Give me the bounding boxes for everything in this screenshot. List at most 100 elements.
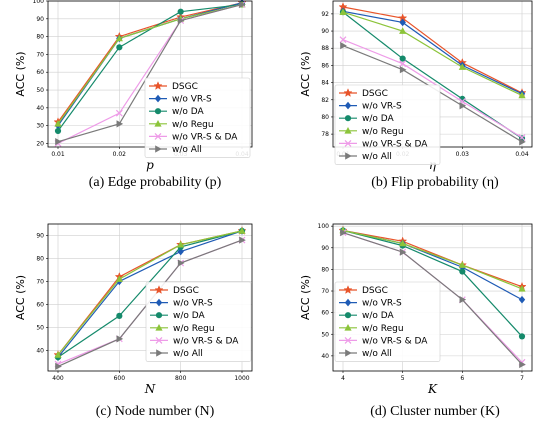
y-tick-label: 20 bbox=[36, 140, 44, 147]
x-tick-label: 0.04 bbox=[515, 151, 529, 158]
x-tick-label: 400 bbox=[52, 375, 64, 382]
legend-marker bbox=[345, 349, 352, 357]
y-tick-label: 60 bbox=[36, 301, 44, 308]
legend-label: w/o VR-S bbox=[362, 102, 402, 112]
y-tick-label: 84 bbox=[321, 80, 329, 87]
y-tick-label: 100 bbox=[33, 0, 45, 5]
legend-label: w/o DA bbox=[362, 114, 395, 124]
y-tick-label: 88 bbox=[321, 45, 329, 52]
legend-marker bbox=[344, 115, 352, 122]
legend-marker bbox=[345, 152, 352, 160]
panel-caption: (c) Node number (N) bbox=[96, 404, 215, 419]
x-axis-label: p bbox=[146, 158, 154, 172]
y-tick-label: 78 bbox=[321, 131, 329, 138]
y-tick-label: 90 bbox=[321, 245, 329, 252]
legend-marker bbox=[344, 324, 352, 331]
legend-marker bbox=[344, 298, 352, 307]
legend-label: w/o VR-S & DA bbox=[362, 336, 428, 346]
legend-label: DSGC bbox=[362, 89, 388, 99]
data-point bbox=[54, 351, 62, 358]
legend-marker bbox=[344, 101, 352, 110]
legend-box bbox=[334, 281, 441, 362]
legend-marker bbox=[343, 88, 353, 97]
legend-marker bbox=[154, 108, 162, 115]
legend-box bbox=[334, 84, 441, 165]
series-line bbox=[57, 3, 243, 143]
legend-label: DSGC bbox=[362, 286, 388, 296]
series-line bbox=[57, 2, 243, 123]
series-line bbox=[57, 230, 243, 358]
legend-label: w/o DA bbox=[173, 311, 206, 321]
y-tick-label: 80 bbox=[321, 266, 329, 273]
panel-caption: (b) Flip probability (η) bbox=[371, 175, 499, 190]
y-tick-label: 50 bbox=[321, 331, 329, 338]
data-point bbox=[115, 34, 123, 42]
legend-marker bbox=[154, 285, 164, 294]
data-point bbox=[518, 285, 526, 292]
y-tick-label: 60 bbox=[321, 310, 329, 317]
y-tick-label: 100 bbox=[318, 223, 330, 230]
series-line bbox=[57, 230, 243, 356]
data-point bbox=[177, 16, 185, 25]
x-axis-label: N bbox=[144, 382, 156, 396]
legend-label: w/o DA bbox=[172, 107, 205, 117]
legend-marker bbox=[344, 312, 352, 319]
plot-frame bbox=[332, 223, 533, 372]
legend-marker bbox=[153, 81, 163, 90]
legend-label: DSGC bbox=[172, 82, 198, 92]
legend-marker bbox=[155, 336, 163, 344]
data-point bbox=[116, 312, 123, 319]
y-tick-label: 90 bbox=[36, 16, 44, 23]
legend-label: w/o All bbox=[172, 145, 202, 155]
y-axis-label: ACC (%) bbox=[14, 51, 27, 96]
legend-label: w/o VR-S bbox=[172, 95, 212, 105]
data-point bbox=[115, 109, 123, 117]
x-tick-label: 1000 bbox=[234, 375, 249, 382]
series-line bbox=[57, 3, 243, 132]
x-tick-label: 600 bbox=[114, 375, 126, 382]
data-point bbox=[177, 259, 185, 267]
y-tick-label: 86 bbox=[321, 62, 329, 69]
data-point bbox=[340, 42, 347, 50]
legend-label: w/o Regu bbox=[173, 324, 215, 334]
series-line bbox=[342, 229, 523, 288]
data-point bbox=[239, 0, 246, 9]
series-line bbox=[342, 229, 523, 337]
data-point bbox=[518, 333, 526, 340]
y-tick-label: 30 bbox=[36, 123, 44, 130]
series-line bbox=[57, 3, 243, 125]
legend-label: w/o VR-S & DA bbox=[173, 336, 239, 346]
data-point bbox=[458, 63, 466, 70]
y-tick-label: 70 bbox=[36, 51, 44, 58]
y-tick-label: 92 bbox=[321, 11, 329, 18]
y-tick-label: 90 bbox=[36, 232, 44, 239]
x-tick-label: 5 bbox=[401, 375, 405, 382]
data-point bbox=[239, 236, 246, 244]
data-point bbox=[177, 240, 185, 248]
y-axis-label: ACC (%) bbox=[299, 51, 312, 96]
data-point bbox=[54, 127, 62, 135]
legend-marker bbox=[156, 349, 163, 357]
chart-panel-4: 40 50 60 70 80 90 100 4 5 6 7 K ACC (%) DSGC w/o VR-S w… bbox=[299, 223, 533, 419]
x-axis-label: η bbox=[429, 158, 437, 172]
y-axis-label: ACC (%) bbox=[14, 275, 27, 320]
plot-frame bbox=[47, 223, 253, 372]
x-tick-label: 800 bbox=[175, 375, 187, 382]
legend-marker bbox=[154, 94, 162, 103]
series-line bbox=[342, 39, 523, 139]
data-point bbox=[399, 55, 406, 62]
legend-label: w/o All bbox=[173, 349, 203, 359]
data-point bbox=[399, 60, 407, 68]
legend-marker bbox=[344, 336, 352, 344]
data-point bbox=[399, 18, 406, 27]
x-tick-label: 6 bbox=[460, 375, 464, 382]
data-point bbox=[55, 362, 62, 371]
y-tick-label: 50 bbox=[36, 324, 44, 331]
data-point bbox=[115, 275, 123, 282]
series-line bbox=[342, 11, 523, 97]
legend-box bbox=[145, 281, 252, 362]
legend-label: w/o Regu bbox=[362, 127, 404, 137]
legend-marker bbox=[155, 312, 163, 319]
